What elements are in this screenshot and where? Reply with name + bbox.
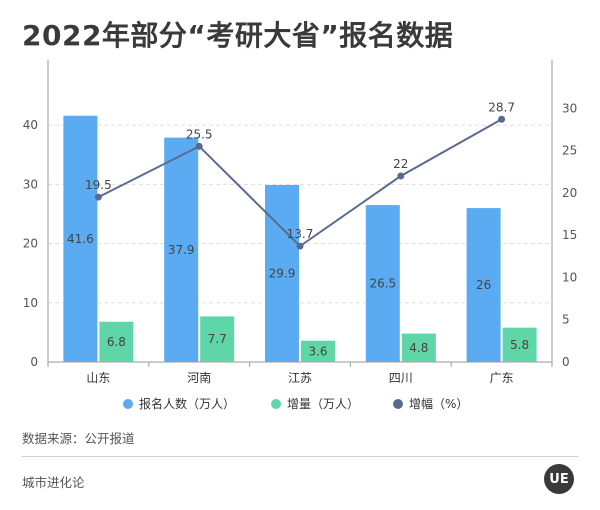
y-left-tick-label: 10 — [23, 296, 38, 310]
y-left-tick-label: 0 — [30, 355, 38, 369]
legend-marker — [271, 399, 281, 409]
x-tick-label: 河南 — [187, 370, 211, 385]
bar-applicants-label: 41.6 — [67, 232, 94, 246]
growth-point — [296, 242, 304, 250]
bar-increase-label: 7.7 — [208, 332, 227, 346]
bar-increase-label: 5.8 — [510, 338, 529, 352]
divider — [22, 456, 578, 457]
x-tick-label: 四川 — [389, 371, 413, 385]
bar-applicants-label: 26.5 — [369, 277, 396, 291]
combo-chart: 0 10 20 30 40 0 5 10 15 20 25 30 41.6 6.8 山东 37.9 7.7 河南 2… — [23, 60, 577, 411]
growth-point — [94, 193, 102, 201]
y-left-tick-label: 30 — [23, 177, 38, 191]
chart-title: 2022年部分“考研大省”报名数据 — [22, 19, 454, 52]
x-tick-label: 广东 — [490, 371, 514, 385]
growth-point-label: 22 — [393, 157, 408, 171]
bar-applicants — [164, 137, 199, 362]
bar-applicants-label: 29.9 — [269, 266, 296, 280]
y-right-tick-label: 5 — [562, 313, 570, 327]
bar-increase — [200, 316, 235, 362]
bar-increase-label: 3.6 — [308, 344, 327, 358]
bar-applicants — [63, 115, 98, 362]
bar-increase — [301, 340, 335, 362]
bar-increase — [99, 321, 134, 362]
brand-logo: UE — [544, 464, 574, 494]
bar-increase — [401, 333, 436, 362]
bar-applicants — [466, 208, 501, 362]
y-right-tick-label: 10 — [562, 270, 577, 284]
legend-marker — [393, 399, 403, 409]
growth-point-label: 28.7 — [488, 100, 515, 114]
bar-applicants-label: 37.9 — [168, 243, 195, 257]
y-right-tick-label: 25 — [562, 144, 577, 158]
x-tick-label: 江苏 — [288, 371, 312, 385]
y-right-tick-label: 0 — [562, 355, 570, 369]
bar-increase-label: 6.8 — [107, 335, 126, 349]
source-note: 数据来源：公开报道 — [22, 431, 135, 446]
y-left-tick-label: 40 — [23, 118, 38, 132]
legend-label: 报名人数（万人） — [139, 396, 235, 411]
bar-applicants-label: 26 — [476, 278, 491, 292]
legend-label: 增幅（%） — [409, 396, 468, 411]
legend-label: 增量（万人） — [287, 397, 359, 411]
growth-point — [195, 142, 203, 150]
growth-point-label: 19.5 — [85, 178, 112, 192]
y-left-tick-label: 20 — [23, 237, 38, 251]
y-right-tick-label: 20 — [562, 186, 577, 200]
bar-increase — [502, 327, 537, 362]
growth-point — [397, 172, 405, 180]
y-right-tick-label: 30 — [562, 101, 577, 115]
bar-increase-label: 4.8 — [409, 341, 428, 355]
growth-point-label: 25.5 — [186, 127, 213, 141]
bar-applicants — [265, 184, 299, 362]
y-right-tick-label: 15 — [562, 228, 577, 242]
growth-point-label: 13.7 — [287, 227, 314, 241]
bar-applicants — [365, 205, 400, 362]
x-tick-label: 山东 — [86, 371, 110, 385]
brand-name: 城市进化论 — [22, 475, 85, 490]
legend-marker — [123, 399, 133, 409]
growth-point — [498, 115, 506, 123]
